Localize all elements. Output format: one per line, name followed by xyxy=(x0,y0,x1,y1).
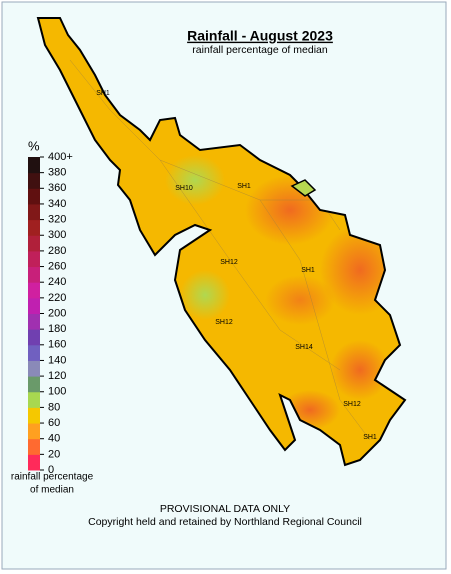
legend-label: 0 xyxy=(48,464,54,476)
legend-swatch xyxy=(28,360,40,377)
legend-label: 60 xyxy=(48,417,60,429)
legend: 0 20 40 60 80 100 120 140 160 180 200 220 240 260 280 3… xyxy=(28,151,73,476)
copyright: Copyright held and retained by Northland… xyxy=(88,516,362,528)
road-label: SH1 xyxy=(363,434,377,441)
legend-label: 120 xyxy=(48,370,66,382)
legend-label: 360 xyxy=(48,182,66,194)
road-label: SH14 xyxy=(295,344,313,351)
legend-unit: % xyxy=(28,138,40,153)
title: Rainfall - August 2023 xyxy=(187,28,333,44)
road-labels: SH1 SH10 SH1 SH12 SH1 SH12 SH14 SH12 SH1 xyxy=(96,90,377,441)
road-label: SH12 xyxy=(343,401,361,408)
legend-label: 220 xyxy=(48,292,66,304)
legend-swatch xyxy=(28,376,40,393)
legend-swatch xyxy=(28,188,40,205)
legend-label: 180 xyxy=(48,323,66,335)
legend-label: 260 xyxy=(48,260,66,272)
legend-swatch xyxy=(28,313,40,330)
subtitle: rainfall percentage of median xyxy=(192,44,328,56)
legend-swatch xyxy=(28,219,40,236)
legend-swatch xyxy=(28,203,40,221)
legend-label: 340 xyxy=(48,198,66,210)
notice: PROVISIONAL DATA ONLY xyxy=(160,503,290,515)
legend-caption: of median xyxy=(30,485,74,496)
legend-swatch xyxy=(28,329,40,346)
legend-label: 380 xyxy=(48,167,66,179)
legend-swatch xyxy=(28,282,40,299)
legend-label: 240 xyxy=(48,276,66,288)
road-label: SH1 xyxy=(96,90,110,97)
legend-label: 400+ xyxy=(48,151,73,163)
legend-swatch xyxy=(28,391,40,408)
legend-label: 280 xyxy=(48,245,66,257)
legend-label: 100 xyxy=(48,386,66,398)
legend-swatch xyxy=(28,172,40,189)
road-label: SH10 xyxy=(175,185,193,192)
legend-label: 160 xyxy=(48,339,66,351)
legend-label: 320 xyxy=(48,214,66,226)
legend-swatch xyxy=(28,407,40,424)
legend-label: 300 xyxy=(48,229,66,241)
legend-swatch xyxy=(28,297,40,314)
legend-swatch xyxy=(28,454,40,471)
legend-swatch xyxy=(28,235,40,252)
road-label: SH1 xyxy=(301,267,315,274)
legend-label: 200 xyxy=(48,307,66,319)
legend-swatch xyxy=(28,344,40,361)
road-label: SH1 xyxy=(237,183,251,190)
legend-swatch xyxy=(28,438,40,455)
legend-swatch xyxy=(28,250,40,268)
legend-label: 20 xyxy=(48,448,60,460)
legend-label: 40 xyxy=(48,433,60,445)
road-label: SH12 xyxy=(220,259,238,266)
legend-swatch xyxy=(28,423,40,440)
legend-swatch xyxy=(28,157,40,174)
road-label: SH12 xyxy=(215,319,233,326)
legend-caption: rainfall percentage xyxy=(11,472,94,483)
legend-label: 80 xyxy=(48,401,60,413)
legend-label: 140 xyxy=(48,354,66,366)
island xyxy=(290,179,317,197)
legend-swatch xyxy=(28,266,40,283)
